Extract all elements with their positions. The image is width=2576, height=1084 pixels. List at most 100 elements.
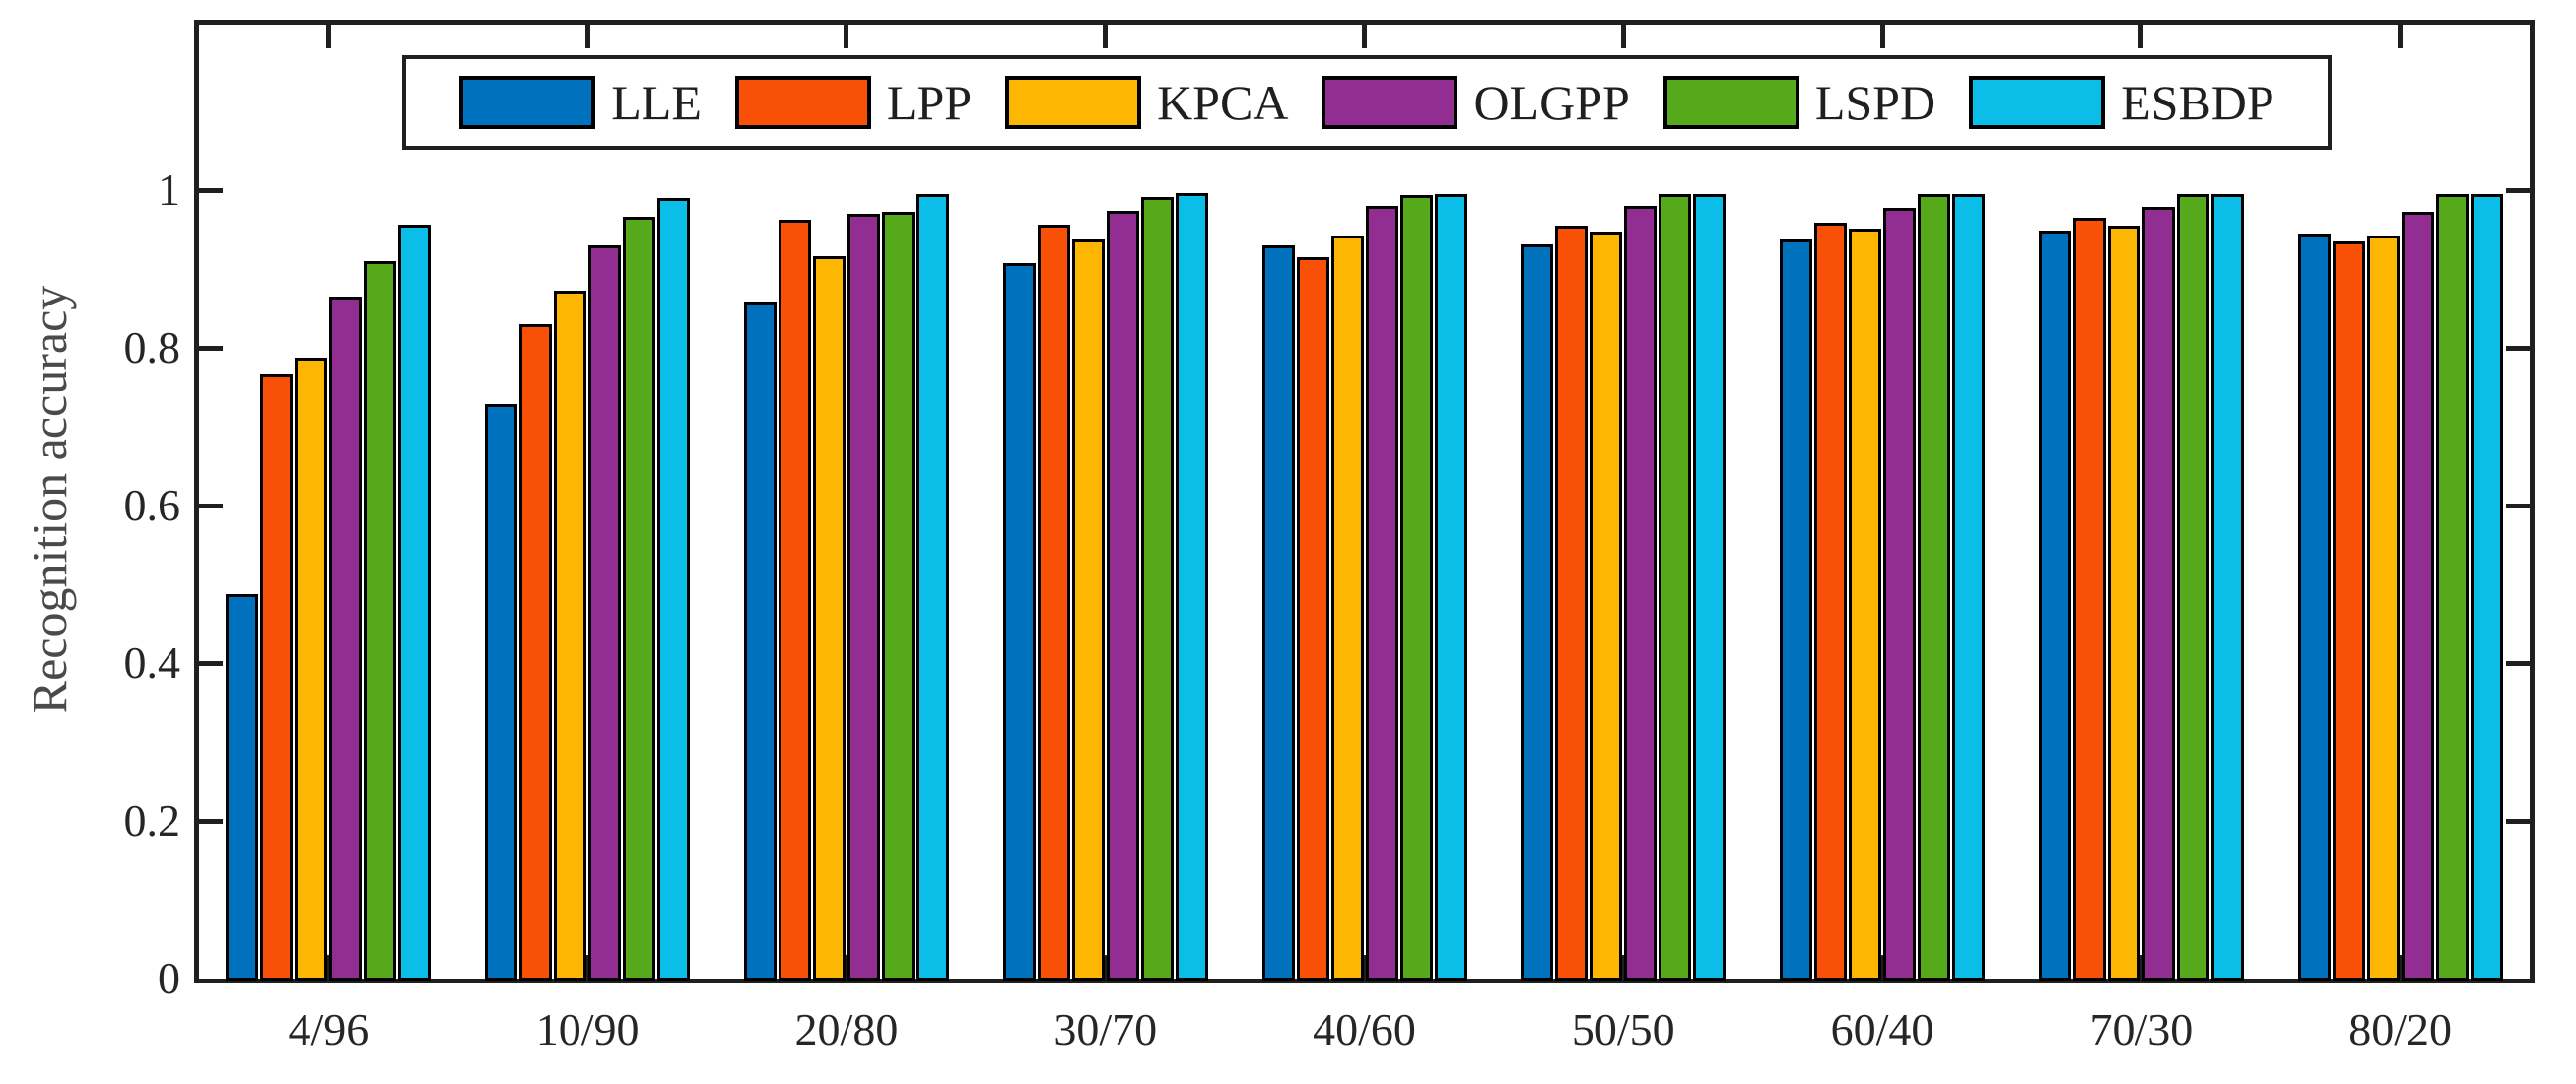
x-tick-label: 20/80 bbox=[794, 1004, 899, 1054]
y-tick-label: 0.4 bbox=[123, 638, 181, 688]
bar-lspd-60-40 bbox=[1918, 194, 1950, 981]
bar-kpca-30-70 bbox=[1072, 239, 1105, 981]
x-tick-label: 40/60 bbox=[1313, 1004, 1416, 1054]
bar-kpca-20-80 bbox=[813, 256, 846, 981]
x-tick-mark-bottom bbox=[584, 955, 590, 979]
bar-lle-10-90 bbox=[485, 404, 517, 981]
bar-olgpp-4-96 bbox=[329, 297, 362, 981]
bar-lle-4-96 bbox=[226, 594, 258, 981]
bar-lle-40-60 bbox=[1262, 245, 1295, 981]
y-tick-label: 1 bbox=[158, 165, 180, 215]
x-tick-label: 60/40 bbox=[1830, 1004, 1934, 1054]
y-tick-mark-left bbox=[199, 503, 223, 508]
bar-kpca-4-96 bbox=[295, 358, 327, 981]
bar-olgpp-70-30 bbox=[2142, 207, 2175, 981]
bar-esbdp-80-20 bbox=[2471, 194, 2503, 981]
bar-lpp-60-40 bbox=[1814, 223, 1847, 981]
bar-lspd-80-20 bbox=[2436, 194, 2469, 981]
x-tick-mark-bottom bbox=[1620, 955, 1626, 979]
bar-lpp-80-20 bbox=[2333, 241, 2365, 981]
y-tick-mark-right bbox=[2506, 503, 2530, 508]
x-tick-mark-bottom bbox=[1879, 955, 1885, 979]
bar-kpca-70-30 bbox=[2108, 226, 2140, 981]
plot-frame bbox=[194, 20, 2535, 983]
x-tick-mark-bottom bbox=[1362, 955, 1367, 979]
bar-lspd-20-80 bbox=[882, 212, 915, 981]
bar-kpca-10-90 bbox=[554, 291, 586, 981]
bar-lpp-20-80 bbox=[779, 220, 811, 981]
bar-lle-70-30 bbox=[2039, 231, 2071, 981]
y-tick-label: 0.8 bbox=[123, 322, 181, 373]
bar-lle-20-80 bbox=[744, 302, 777, 981]
bar-lspd-50-50 bbox=[1659, 194, 1691, 981]
bar-kpca-80-20 bbox=[2367, 236, 2400, 981]
legend-label-esbdp: ESBDP bbox=[2121, 75, 2274, 130]
bar-kpca-40-60 bbox=[1331, 236, 1364, 981]
bar-olgpp-60-40 bbox=[1883, 208, 1916, 981]
y-axis-label: Recognition accuracy bbox=[22, 285, 77, 713]
bar-lpp-4-96 bbox=[260, 374, 293, 981]
bar-lspd-70-30 bbox=[2177, 194, 2209, 981]
bar-lpp-30-70 bbox=[1038, 225, 1070, 981]
bar-esbdp-50-50 bbox=[1693, 194, 1726, 981]
legend-label-lspd: LSPD bbox=[1814, 75, 1936, 130]
x-tick-mark-bottom bbox=[844, 955, 849, 979]
bar-lpp-70-30 bbox=[2073, 218, 2106, 981]
y-tick-label: 0.6 bbox=[123, 480, 181, 530]
legend-item-olgpp: OLGPP bbox=[1322, 75, 1630, 130]
x-tick-mark-top bbox=[584, 25, 590, 48]
x-tick-mark-top bbox=[325, 25, 331, 48]
legend-item-lpp: LPP bbox=[734, 75, 973, 130]
x-tick-label: 80/20 bbox=[2348, 1004, 2452, 1054]
x-tick-mark-top bbox=[1362, 25, 1367, 48]
bar-lle-30-70 bbox=[1003, 263, 1036, 981]
y-tick-mark-left bbox=[199, 818, 223, 824]
legend-label-kpca: KPCA bbox=[1157, 75, 1289, 130]
legend-item-lle: LLE bbox=[459, 76, 702, 129]
y-tick-mark-left bbox=[199, 660, 223, 666]
y-tick-mark-right bbox=[2506, 345, 2530, 351]
legend-swatch-esbdp bbox=[1969, 76, 2106, 129]
bar-esbdp-4-96 bbox=[398, 225, 431, 981]
legend-swatch-lle bbox=[459, 76, 596, 129]
bar-lle-50-50 bbox=[1521, 244, 1553, 981]
x-tick-label: 30/70 bbox=[1053, 1004, 1158, 1054]
legend-swatch-kpca bbox=[1005, 76, 1142, 129]
legend-label-lpp: LPP bbox=[886, 75, 973, 130]
x-tick-mark-bottom bbox=[1103, 955, 1109, 979]
y-tick-mark-right bbox=[2506, 187, 2530, 193]
legend-item-lspd: LSPD bbox=[1662, 75, 1936, 130]
legend-label-lle: LLE bbox=[611, 75, 702, 130]
bar-olgpp-10-90 bbox=[588, 245, 621, 981]
y-tick-label: 0 bbox=[158, 953, 180, 1003]
bar-lspd-30-70 bbox=[1141, 197, 1174, 981]
bar-olgpp-20-80 bbox=[847, 214, 880, 981]
x-tick-mark-bottom bbox=[2398, 955, 2404, 979]
bar-kpca-50-50 bbox=[1590, 232, 1622, 981]
legend-swatch-lspd bbox=[1662, 76, 1799, 129]
bar-lpp-10-90 bbox=[519, 324, 552, 981]
bar-kpca-60-40 bbox=[1849, 229, 1881, 981]
bar-esbdp-40-60 bbox=[1435, 194, 1467, 981]
x-tick-label: 70/30 bbox=[2089, 1004, 2194, 1054]
legend-swatch-olgpp bbox=[1322, 76, 1458, 129]
bar-lspd-4-96 bbox=[364, 261, 396, 981]
x-tick-label: 10/90 bbox=[535, 1004, 640, 1054]
legend: LLE LPP KPCA OLGPP LSPD ESBDP bbox=[402, 55, 2332, 150]
y-tick-mark-left bbox=[199, 187, 223, 193]
legend-swatch-lpp bbox=[734, 76, 871, 129]
legend-item-kpca: KPCA bbox=[1005, 76, 1288, 129]
bar-olgpp-40-60 bbox=[1366, 206, 1398, 981]
bar-olgpp-30-70 bbox=[1107, 211, 1139, 981]
x-tick-mark-top bbox=[1879, 25, 1885, 48]
x-tick-mark-bottom bbox=[2138, 955, 2144, 979]
x-tick-mark-top bbox=[844, 25, 849, 48]
x-tick-mark-top bbox=[2138, 25, 2144, 48]
y-tick-mark-right bbox=[2506, 660, 2530, 666]
legend-label-olgpp: OLGPP bbox=[1473, 75, 1630, 130]
x-tick-mark-top bbox=[1620, 25, 1626, 48]
x-tick-label: 4/96 bbox=[288, 1004, 370, 1054]
y-tick-mark-right bbox=[2506, 818, 2530, 824]
y-tick-label: 0.2 bbox=[123, 795, 181, 846]
